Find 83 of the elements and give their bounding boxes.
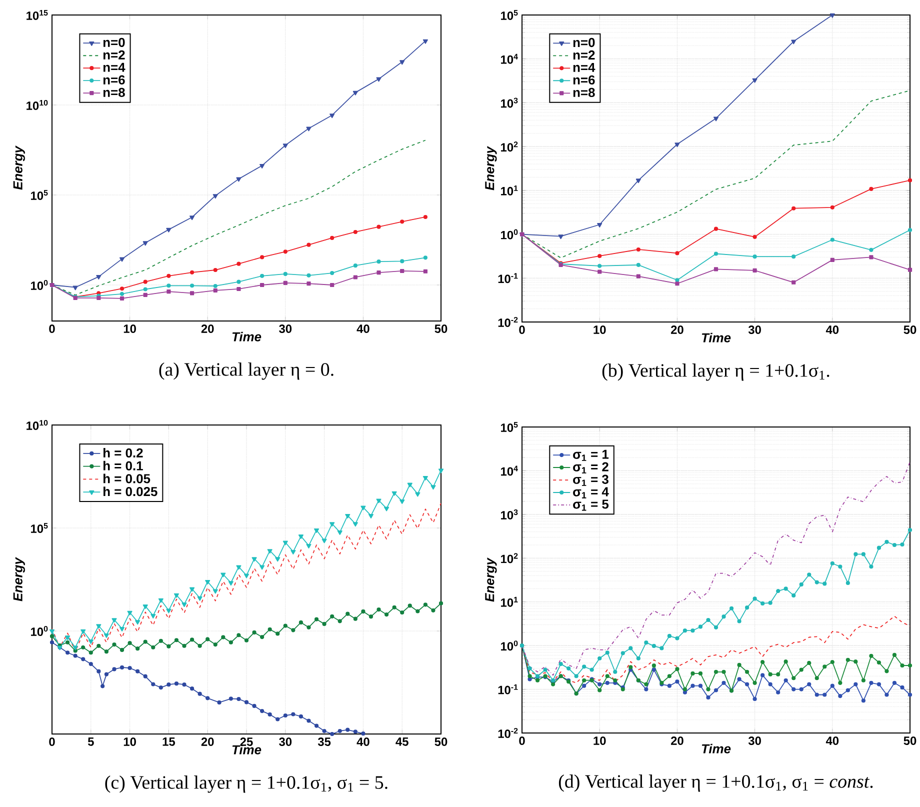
x-tick-label: 20	[201, 324, 214, 333]
y-tick-label: 10$^{2}$	[501, 142, 518, 152]
x-tick-label: 15	[162, 738, 176, 746]
x-tick-label: 20	[670, 326, 684, 334]
y-tick-label: 10$^{0}$	[501, 640, 518, 651]
x-tick-label: 40	[826, 736, 839, 745]
legend-label: n=4	[103, 62, 126, 72]
text: (d) Vertical layer η = 1+0.1σ$_{1}$, σ$_{1}$ = const.	[558, 774, 873, 792]
y-tick-label: 10$^{0}$	[501, 229, 518, 240]
y-tick-label: 10$^{5}$	[31, 190, 48, 200]
y-tick-label: 10$^{10}$	[26, 420, 48, 430]
y-tick-label: 10$^{3}$	[501, 98, 518, 108]
x-tick-label: 10	[594, 326, 606, 334]
y-tick-label: 10$^{10}$	[26, 100, 48, 110]
x-tick-label: 50	[904, 326, 916, 334]
x-tick-label: 0	[49, 738, 55, 746]
x-axis-title: Time	[232, 332, 262, 342]
text: (a) Vertical layer η = 0.	[159, 362, 334, 380]
x-tick-label: 5	[88, 738, 94, 746]
x-tick-label: 40	[826, 326, 839, 334]
x-tick-label: 50	[904, 736, 916, 745]
y-tick-label: 10$^{0}$	[31, 626, 48, 636]
x-axis-title: Time	[232, 744, 262, 754]
legend-label: n=6	[103, 75, 125, 84]
x-tick-label: 50	[434, 324, 448, 333]
x-tick-label: 25	[240, 738, 253, 746]
y-tick-label: 10$^{4}$	[501, 466, 518, 476]
x-tick-label: 0	[519, 736, 525, 745]
x-tick-label: 0	[519, 326, 525, 334]
y-tick-label: 10$^{2}$	[501, 553, 518, 564]
y-tick-label: 10$^{-1}$	[498, 273, 518, 284]
x-tick-label: 20	[670, 736, 684, 745]
legend-label: n=4	[573, 62, 596, 72]
legend-label: σ$_{1}$ = 4	[573, 487, 609, 498]
x-tick-label: 35	[318, 738, 331, 746]
legend-label: h = 0.2	[104, 448, 143, 458]
y-axis-title: Energy	[13, 557, 25, 602]
x-tick-label: 10	[124, 738, 136, 746]
y-tick-label: 10$^{5}$	[501, 422, 518, 432]
x-tick-label: 40	[356, 324, 370, 333]
legend-label: n=8	[573, 88, 595, 98]
y-tick-label: 10$^{1}$	[501, 185, 518, 196]
x-tick-label: 10	[594, 736, 606, 745]
y-tick-label: 10$^{0}$	[31, 280, 48, 290]
y-axis-title: Energy	[13, 146, 25, 190]
y-tick-label: 10$^{-2}$	[498, 728, 518, 738]
y-tick-label: 10$^{1}$	[501, 596, 518, 607]
x-tick-label: 40	[356, 738, 370, 746]
legend-label: h = 0.1	[104, 460, 143, 470]
x-tick-label: 0	[49, 324, 55, 333]
legend-label: n=2	[573, 50, 595, 60]
x-tick-label: 30	[279, 324, 292, 334]
x-tick-label: 30	[279, 738, 292, 746]
legend-label: h = 0.05	[104, 474, 150, 484]
legend-label: n=0	[573, 38, 595, 48]
x-axis-title: Time	[702, 332, 731, 342]
legend-label: σ$_{1}$ = 2	[573, 462, 608, 474]
y-tick-label: 10$^{-2}$	[498, 316, 518, 327]
y-tick-label: 10$^{5}$	[501, 10, 518, 20]
x-tick-label: 20	[201, 738, 214, 746]
y-axis-title: Energy	[485, 558, 497, 602]
text: (c) Vertical layer η = 1+0.1σ$_{1}$, σ$_{1}$ = 5.	[105, 776, 388, 793]
legend-label: h = 0.025	[104, 486, 158, 496]
legend-label: σ$_{1}$ = 1	[573, 450, 609, 461]
x-axis-title: Time	[702, 744, 731, 754]
y-tick-label: 10$^{4}$	[501, 54, 518, 64]
x-tick-label: 30	[748, 736, 761, 746]
y-tick-label: 10$^{5}$	[31, 523, 48, 533]
x-tick-label: 50	[434, 738, 448, 746]
legend-label: n=2	[103, 50, 125, 60]
y-tick-label: 10$^{-1}$	[498, 684, 518, 694]
x-tick-label: 45	[396, 738, 408, 746]
legend-label: n=0	[103, 38, 125, 47]
y-axis-title: Energy	[485, 146, 497, 190]
legend-label: n=6	[573, 75, 595, 85]
y-tick-label: 10$^{15}$	[26, 10, 48, 20]
y-tick-label: 10$^{3}$	[501, 509, 518, 520]
legend-label: σ$_{1}$ = 5	[573, 500, 609, 511]
legend-label: σ$_{1}$ = 3	[573, 474, 608, 486]
x-tick-label: 10	[124, 324, 136, 333]
legend-label: n=8	[103, 88, 125, 97]
x-tick-label: 30	[748, 326, 761, 334]
text: (b) Vertical layer η = 1+0.1σ$_{1}$.	[602, 364, 830, 381]
